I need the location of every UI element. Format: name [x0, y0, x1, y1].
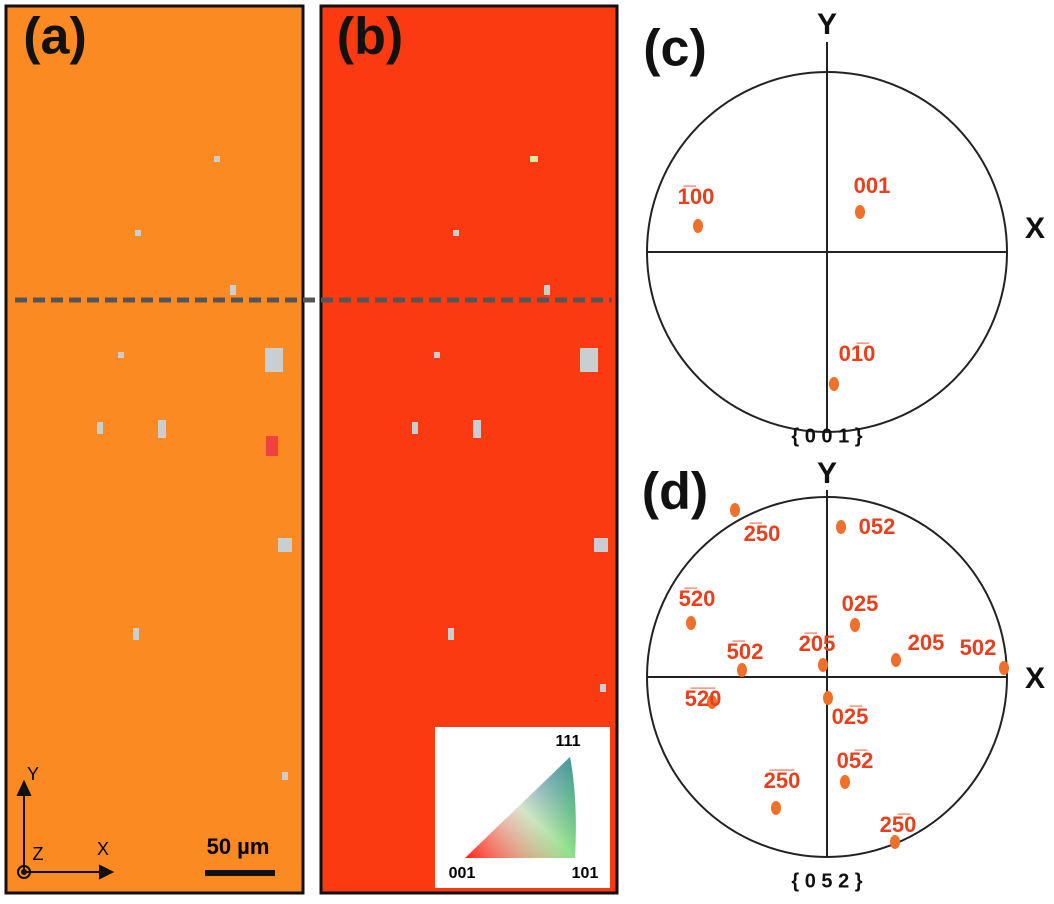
axis-z: Z — [33, 844, 44, 864]
pole-spot — [890, 835, 900, 849]
pole-label: 5̅2̅0 — [685, 686, 722, 711]
projection: { 0 0 1 } — [791, 425, 862, 447]
pole-spot — [829, 377, 839, 391]
pole-label: 2̅05 — [799, 631, 836, 656]
spot — [118, 352, 124, 358]
spot — [214, 156, 220, 162]
pole-spot — [737, 663, 747, 677]
pole-spot — [686, 616, 696, 630]
panel-label: (a) — [23, 8, 87, 66]
pole-label: 2̅5̅0 — [764, 768, 801, 793]
pole-spot — [855, 205, 865, 219]
ipf-label: 111 — [556, 733, 581, 750]
spot — [266, 436, 278, 456]
spot — [448, 628, 454, 640]
spot — [544, 285, 550, 295]
spot — [594, 538, 608, 552]
axis-x: X — [1025, 662, 1045, 695]
pole-label: 1̅00 — [678, 184, 715, 209]
pole-label: 02̅5 — [832, 704, 869, 729]
pole-spot — [891, 653, 901, 667]
axis-x: X — [1025, 212, 1045, 245]
panel-b: (b) 001 101 111 — [321, 6, 617, 893]
spot — [580, 348, 598, 372]
panel-a: (a) 50 µm Y Z X — [6, 6, 303, 893]
pole-label: 205 — [908, 630, 945, 655]
figure: (a) 50 µm Y Z X (b) 001 101 111 — [0, 0, 1054, 904]
pole-spot — [999, 661, 1009, 675]
pole-label: 001 — [854, 173, 891, 198]
pole-label: 502 — [960, 635, 997, 660]
spot — [133, 628, 139, 640]
pole-label: 25̅0 — [880, 812, 917, 837]
ebsd-map — [6, 6, 303, 893]
pole-label: 5̅02 — [727, 639, 764, 664]
ipf-label: 001 — [449, 865, 476, 882]
pole-label: 05̅2 — [837, 748, 874, 773]
spot — [265, 348, 283, 372]
spot — [158, 420, 166, 438]
spot — [97, 422, 103, 434]
pole-spot — [771, 801, 781, 815]
spot — [473, 420, 481, 438]
axis-y: Y — [27, 764, 39, 784]
pole-spot — [730, 503, 740, 517]
pole-label: 5̅20 — [679, 586, 716, 611]
axis-y: Y — [817, 8, 837, 41]
pole-spot — [693, 219, 703, 233]
pole-spot — [850, 618, 860, 632]
ipf-label: 101 — [572, 865, 599, 882]
panel-c: (c) Y X { 0 0 1 } — [643, 8, 1045, 447]
spot — [434, 352, 440, 358]
spot — [278, 538, 292, 552]
panel-label: (b) — [337, 8, 403, 66]
scale-label: 50 µm — [207, 834, 270, 859]
pole-label: 01̅0 — [839, 341, 876, 366]
spot — [600, 684, 606, 692]
spot — [412, 422, 418, 434]
spot — [230, 285, 236, 295]
projection: { 0 5 2 } — [791, 870, 862, 892]
panel-label: (c) — [643, 20, 707, 78]
axis-y: Y — [817, 457, 837, 490]
spot — [282, 772, 288, 780]
axis-x: X — [97, 839, 109, 859]
pole-spot — [836, 520, 846, 534]
pole-spot — [840, 775, 850, 789]
pole-spot — [818, 658, 828, 672]
pole-label: 052 — [859, 514, 896, 539]
pole-label: 2̅50 — [744, 521, 781, 546]
spot — [135, 230, 141, 236]
pole-label: 025 — [842, 591, 879, 616]
spot — [530, 156, 538, 162]
panel-label: (d) — [642, 463, 708, 521]
spot — [453, 230, 459, 236]
